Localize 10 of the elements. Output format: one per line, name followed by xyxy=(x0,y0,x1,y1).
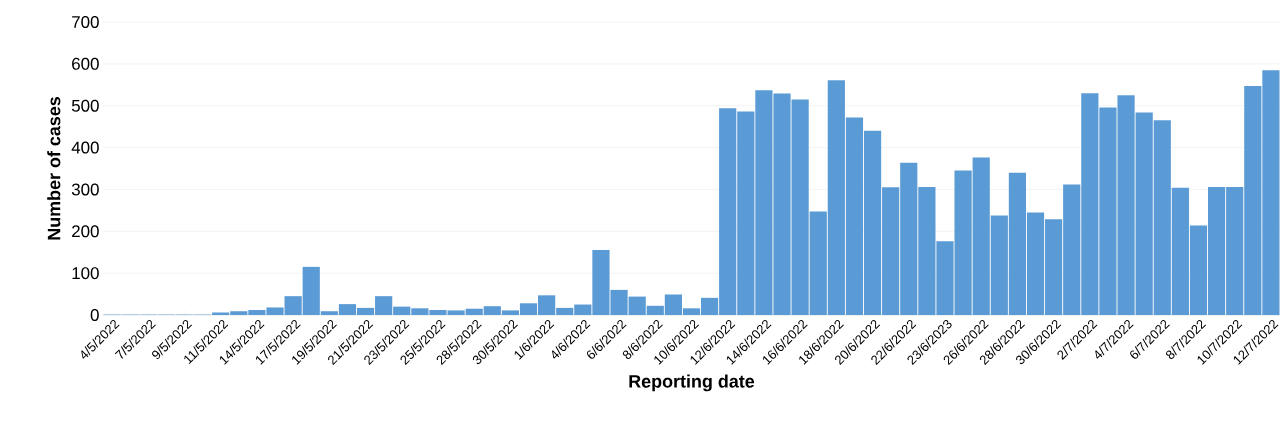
x-axis-title: Reporting date xyxy=(629,374,755,392)
y-tick-label: 500 xyxy=(71,99,99,112)
y-axis-title: Number of cases xyxy=(47,97,61,240)
y-tick-label: 300 xyxy=(71,183,99,196)
y-tick-label: 600 xyxy=(72,57,99,70)
y-tick-label: 100 xyxy=(72,267,99,280)
y-tick-label: 0 xyxy=(90,309,99,321)
y-tick-label: 200 xyxy=(72,225,99,238)
y-tick-label: 400 xyxy=(71,141,99,154)
y-tick-label: 700 xyxy=(72,16,99,28)
